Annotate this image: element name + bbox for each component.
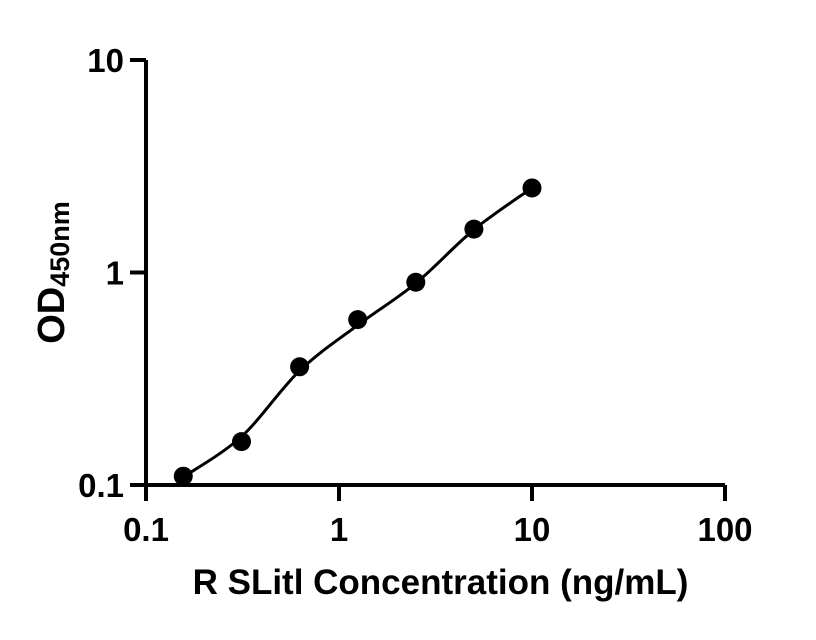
x-tick-label: 1 [330,511,348,548]
data-point-marker [232,432,252,452]
data-point-marker [348,310,368,330]
data-point-marker [173,466,193,486]
x-tick-label: 0.1 [123,511,169,548]
x-axis-title: R SLitl Concentration (ng/mL) [193,563,689,602]
y-tick-label: 10 [87,42,124,79]
data-point-marker [290,357,310,377]
axis-lines [144,60,725,487]
y-axis-title: OD450nm [31,201,75,344]
y-tick-label: 0.1 [78,467,124,504]
data-point-marker [406,272,426,292]
data-point-marker [522,178,542,198]
x-tick-label: 100 [697,511,752,548]
y-tick-label: 1 [106,255,124,292]
x-tick-label: 10 [514,511,551,548]
data-point-marker [464,219,484,239]
